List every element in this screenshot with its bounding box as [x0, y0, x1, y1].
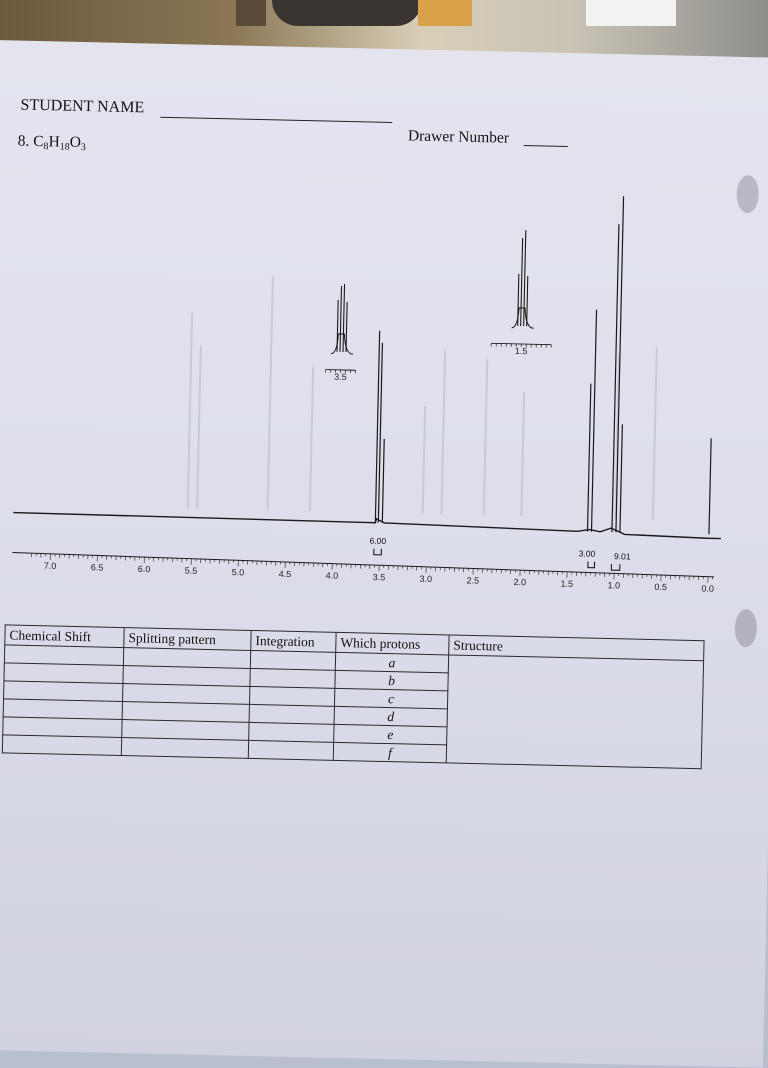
axis-tick-label: 5.5 — [185, 566, 198, 576]
nmr-spectrum: 3.5 1.5 6.00 3.00 9.01 7.0 6.5 6.0 5.5 5.0 4.5 4.… — [0, 40, 768, 618]
analysis-table: Chemical Shift Splitting pattern Integra… — [2, 624, 705, 769]
inset-peak — [343, 284, 345, 352]
show-through-traces — [188, 275, 658, 519]
axis-tick-label: 7.0 — [44, 561, 57, 571]
axis-tick-label: 1.5 — [560, 579, 573, 589]
structure-drawing-area[interactable] — [446, 655, 703, 769]
cell-integration[interactable] — [249, 704, 334, 724]
spectrum-peak — [616, 196, 624, 532]
axis-tick-label: 6.5 — [91, 562, 104, 572]
cell-integration[interactable] — [249, 722, 334, 742]
axis-tick-label: 3.0 — [420, 574, 433, 584]
spectrum-peak — [709, 438, 711, 534]
integration-label: 9.01 — [614, 551, 631, 561]
axis-tick-label: 0.0 — [701, 583, 714, 593]
cell-integration[interactable] — [250, 668, 335, 688]
integration-markers: 6.00 3.00 9.01 — [369, 536, 631, 571]
bleed-trace — [197, 345, 201, 509]
axis-tick-label: 3.5 — [373, 572, 386, 582]
axis-tick-label: 6.0 — [138, 564, 151, 574]
bleed-trace — [188, 313, 192, 509]
background-object — [418, 0, 472, 26]
inset-envelope — [331, 334, 353, 354]
background-object — [236, 0, 266, 26]
integration-bracket — [611, 564, 620, 570]
expansion-insets: 3.5 1.5 — [325, 226, 553, 387]
bleed-trace — [310, 367, 313, 511]
ppm-axis: 7.0 6.5 6.0 5.5 5.0 4.5 4.0 3.5 3.0 2.5 2.0 1.5 1.0 0… — [12, 553, 715, 594]
cell-integration[interactable] — [249, 686, 334, 706]
cell-splitting[interactable] — [121, 738, 248, 759]
background-object — [586, 0, 676, 26]
axis-tick-label: 2.0 — [513, 577, 526, 587]
spectrum-peak — [588, 384, 591, 532]
axis-tick-label: 5.0 — [232, 567, 245, 577]
axis-tick-label: 4.5 — [279, 569, 292, 579]
inset-envelope — [512, 308, 534, 328]
bleed-trace — [653, 347, 657, 519]
integration-bracket — [374, 549, 382, 555]
header-which-protons: Which protons — [336, 632, 449, 655]
inset-scale-label: 1.5 — [515, 346, 528, 356]
cell-integration[interactable] — [248, 740, 333, 760]
worksheet-page: STUDENT NAME Drawer Number 8. C8H18O3 3.… — [0, 40, 768, 1068]
axis-tick-label: 0.5 — [654, 582, 667, 592]
integration-bracket — [588, 562, 595, 568]
integration-label: 6.00 — [369, 536, 386, 546]
inset-scale-label: 3.5 — [334, 372, 347, 382]
inset-peak — [518, 274, 519, 326]
axis-tick-label: 2.5 — [466, 575, 479, 585]
expansion-inset: 3.5 — [325, 284, 357, 383]
inset-peak — [340, 286, 341, 352]
integration-label: 3.00 — [579, 548, 596, 558]
bleed-trace — [423, 406, 425, 514]
inset-peak — [521, 238, 523, 326]
background-object — [272, 0, 422, 26]
expansion-inset: 1.5 — [491, 229, 554, 356]
inset-peak — [527, 276, 528, 326]
cell-integration[interactable] — [250, 650, 335, 670]
bleed-trace — [521, 392, 524, 516]
spectrum-peak — [591, 310, 596, 532]
spectrum-peak — [620, 424, 622, 532]
inset-peak — [337, 300, 338, 352]
bleed-trace — [268, 276, 273, 510]
spectrum-peak — [382, 439, 384, 523]
inset-peak — [346, 302, 347, 352]
spectrum-peaks — [375, 191, 716, 534]
header-integration: Integration — [251, 630, 336, 652]
bleed-trace — [484, 359, 488, 515]
cell-chemical-shift[interactable] — [2, 735, 121, 756]
bleed-trace — [441, 350, 445, 514]
proton-label: f — [333, 742, 446, 763]
axis-line — [12, 553, 714, 577]
header-chemical-shift: Chemical Shift — [5, 625, 124, 648]
axis-tick-label: 4.0 — [326, 570, 339, 580]
axis-tick-label: 1.0 — [607, 580, 620, 590]
